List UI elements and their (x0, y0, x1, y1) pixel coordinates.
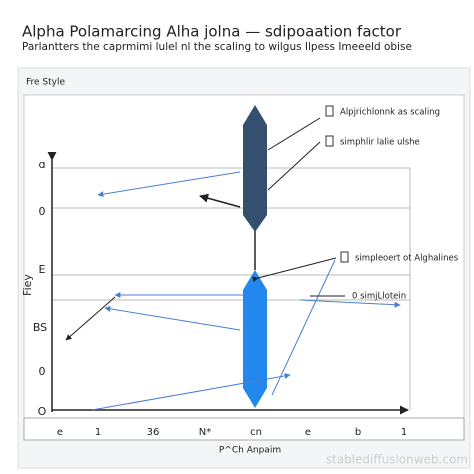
y-label: O (38, 405, 47, 418)
x-label: e (305, 427, 311, 438)
callout-box (325, 135, 334, 147)
callout: Alpjrichlonnk as scaling (340, 108, 440, 118)
title: Alpha Polamarcing Alha jolna — sdipoaati… (22, 23, 402, 41)
y-label: E (39, 263, 46, 276)
arrows (65, 117, 401, 411)
blue-diamond (243, 270, 267, 408)
callout: 0 simjLlotein (352, 292, 406, 302)
x-label: 1 (95, 427, 101, 438)
x-label: e (57, 427, 63, 438)
callout-box (340, 251, 349, 263)
y-label: ɑ (39, 158, 46, 171)
y-label: 0 (39, 365, 46, 378)
callout: simpleoert ot Alghalines (355, 254, 459, 264)
x-label: 36 (147, 427, 160, 438)
dark-diamond (243, 105, 267, 232)
x-band (23, 417, 465, 441)
x-label: cn (250, 427, 262, 438)
x-label: b (355, 427, 361, 438)
panel-label: Fre Style (26, 78, 65, 88)
y-label: BS (33, 321, 47, 334)
y-label: 0 (39, 205, 46, 218)
callout-box (325, 105, 334, 117)
callout: simphlir lalie ulshe (340, 138, 420, 148)
x-title: P^Ch Anpaim (219, 446, 281, 456)
y-title: Fiey (21, 274, 34, 296)
x-label: 1 (401, 427, 407, 438)
watermark: stablediffusionweb.com (326, 453, 468, 467)
x-label: N* (199, 427, 211, 438)
subtitle: Parlantters the caprmimi lulel nl the sc… (22, 41, 412, 53)
